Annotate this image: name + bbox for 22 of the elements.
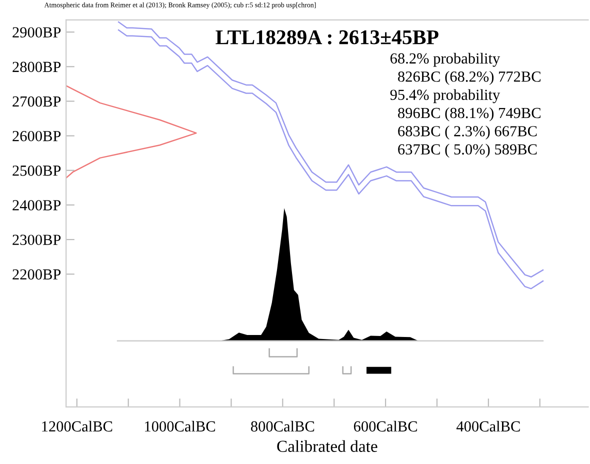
- annotation: 637BC ( 5.0%) 589BC: [398, 144, 537, 158]
- y-tick-label: 2500BP: [12, 166, 61, 176]
- x-tick-label: 400CalBC: [456, 420, 520, 432]
- chart-title: LTL18289A : 2613±45BP: [216, 30, 438, 44]
- annotation: 683BC ( 2.3%) 667BC: [398, 126, 537, 140]
- y-tick-label: 2400BP: [12, 200, 61, 210]
- y-tick-label: 2700BP: [12, 96, 61, 107]
- x-tick-label: 1000CalBC: [145, 420, 215, 432]
- annotation: 896BC (88.1%) 749BC: [398, 107, 540, 122]
- y-tick-label: 2900BP: [12, 27, 61, 38]
- y-tick-label: 2600BP: [12, 130, 61, 142]
- y-tick-label: 2300BP: [12, 234, 61, 245]
- y-tick-label: 2200BP: [12, 269, 61, 280]
- annotation: 95.4% probability: [390, 89, 500, 104]
- y-tick-label: 2800BP: [12, 62, 61, 72]
- x-axis-title: Calibrated date: [277, 440, 378, 452]
- x-tick-label: 800CalBC: [250, 420, 314, 432]
- annotation: 826BC (68.2%) 772BC: [398, 71, 540, 85]
- x-tick-label: 1200CalBC: [42, 420, 112, 432]
- line-series: [66, 85, 197, 179]
- annotation: 68.2% probability: [390, 52, 500, 67]
- x-tick-label: 600CalBC: [354, 420, 417, 432]
